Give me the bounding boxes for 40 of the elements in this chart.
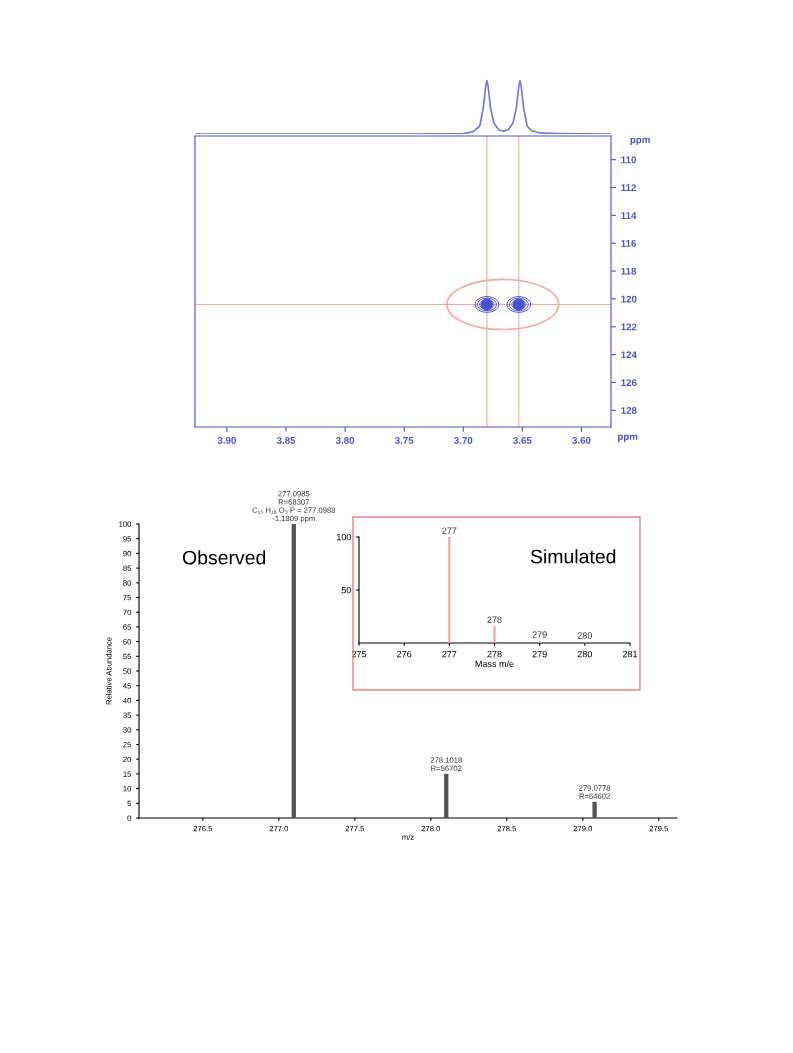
x-tick-label: 277 [442, 650, 457, 658]
bar [448, 537, 451, 643]
y-tick-label: 128 [621, 407, 637, 414]
x-tick-label: 278 [487, 650, 502, 658]
y-tick-label: 100 [336, 533, 352, 541]
y-tick-label: 124 [621, 351, 637, 359]
y-tick-label: 114 [621, 212, 637, 219]
x-axis-title: ppm [618, 434, 638, 442]
y-tick-label: 116 [621, 239, 637, 247]
x-tick-label: 3.60 [572, 436, 591, 444]
y-tick-label: 112 [621, 184, 637, 192]
x-tick-label: 3.85 [276, 436, 296, 444]
x-tick-label: 276 [397, 650, 412, 658]
y-tick-label: 50 [341, 586, 352, 594]
x-tick-label: 3.65 [513, 436, 532, 444]
annotation: Simulated [530, 549, 616, 564]
annotation: Observed [182, 550, 266, 565]
x-tick-label: 275 [351, 650, 367, 658]
annotation: 278 [487, 616, 502, 623]
y-tick-label: 118 [621, 267, 637, 275]
x-tick-label: 3.70 [454, 436, 473, 444]
x-tick-label: 3.75 [394, 436, 414, 444]
bar [592, 801, 597, 818]
bar [291, 524, 296, 818]
bar [493, 626, 496, 643]
annotation: 279 [532, 631, 547, 638]
annotation: 277 [442, 527, 457, 534]
y-axis-title: ppm [630, 137, 650, 146]
x-tick-label: 3.80 [335, 436, 355, 444]
bar [444, 773, 449, 818]
y-tick-label: 120 [621, 295, 637, 303]
x-tick-label: 279 [532, 650, 547, 658]
y-tick-label: 110 [621, 156, 637, 164]
y-tick-label: 122 [621, 323, 637, 331]
x-tick-label: 280 [577, 650, 593, 658]
annotation: 280 [577, 632, 593, 639]
y-tick-label: 126 [621, 379, 637, 387]
x-tick-label: 281 [622, 650, 638, 658]
x-tick-label: 3.90 [217, 436, 236, 444]
x-axis-title: Mass m/e [475, 660, 514, 668]
